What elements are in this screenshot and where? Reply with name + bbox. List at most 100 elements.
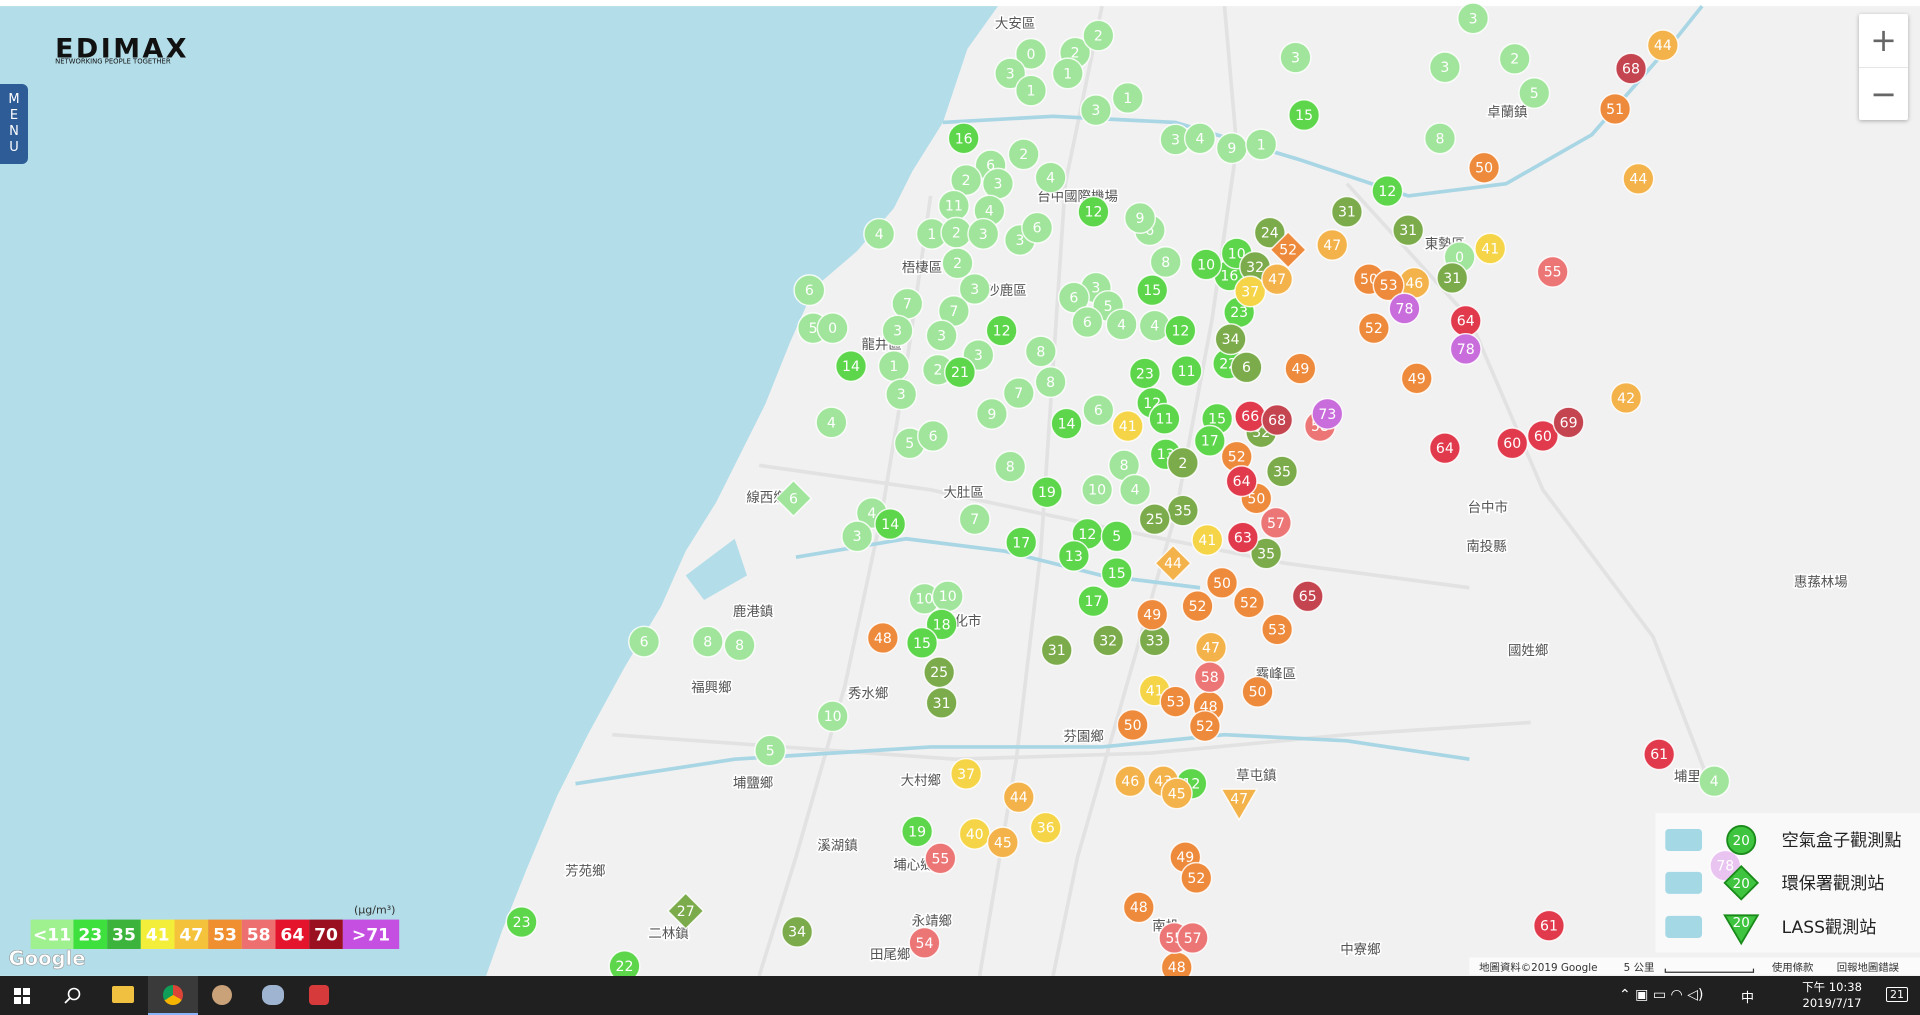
- legend-swatch: [241, 919, 276, 949]
- notifications[interactable]: 21: [1886, 987, 1908, 1002]
- marker-value: 12: [1085, 205, 1103, 221]
- marker-circle: [1180, 861, 1213, 895]
- marker-value: 45: [1168, 786, 1186, 802]
- place-label: 台中市: [1468, 499, 1508, 516]
- marker-value: 12: [1378, 184, 1396, 200]
- zoom-out[interactable]: −: [1859, 67, 1908, 121]
- marker-value: 24: [1261, 226, 1279, 242]
- marker-value: 6: [1069, 290, 1078, 306]
- marker-value: 4: [1046, 170, 1055, 186]
- marker-circle: [947, 122, 980, 155]
- marker-circle: [1311, 397, 1344, 430]
- marker-value: 1: [927, 227, 936, 243]
- scale: 5 公里: [1624, 962, 1655, 974]
- scale-bar: [1664, 968, 1755, 973]
- marker-circle: [917, 419, 950, 452]
- marker-value: 4: [875, 227, 884, 243]
- marker-value: 68: [1622, 61, 1640, 77]
- place-label: 大肚區: [943, 485, 983, 501]
- marker-value: 8: [1436, 131, 1445, 147]
- app-icon[interactable]: [262, 985, 284, 1005]
- marker-circle: [1288, 99, 1321, 132]
- marker-value: 64: [1457, 314, 1475, 330]
- attribution: 地圖資料©2019 Google 5 公里 使用條款 回報地圖錯誤: [1469, 957, 1920, 975]
- place-label: 芳苑鄉: [565, 864, 605, 880]
- marker-circle: [1726, 825, 1757, 856]
- marker-circle: [1428, 51, 1461, 84]
- marker-value: 44: [1010, 790, 1028, 806]
- date[interactable]: 2019/7/17: [1802, 996, 1862, 1010]
- marker-value: 2: [933, 363, 942, 379]
- explorer-icon[interactable]: [112, 986, 134, 1003]
- place-label: 中寮鄉: [1340, 941, 1380, 958]
- marker-circle: [901, 815, 934, 848]
- marker-circle: [1092, 624, 1125, 657]
- app-icon[interactable]: [212, 985, 232, 1005]
- app-icon[interactable]: [309, 985, 329, 1005]
- marker-circle: [1136, 274, 1169, 307]
- marker-circle: [815, 406, 848, 439]
- marker-circle: [1122, 891, 1155, 924]
- marker-circle: [1024, 335, 1057, 368]
- google-logo: Google: [9, 947, 86, 970]
- marker-value: 37: [1241, 284, 1259, 300]
- marker-value: 5: [1104, 299, 1113, 315]
- marker-value: 9: [1136, 211, 1145, 227]
- marker-circle: [1206, 566, 1239, 599]
- start-button[interactable]: [14, 988, 30, 1004]
- marker-value: 2: [953, 256, 962, 272]
- marker-circle: [1646, 29, 1679, 62]
- search[interactable]: [64, 987, 82, 1005]
- marker-value: 10: [824, 709, 842, 725]
- marker-value: 12: [993, 324, 1011, 340]
- marker-value: 18: [933, 617, 951, 633]
- marker-circle: [1526, 419, 1559, 452]
- marker-circle: [986, 826, 1019, 859]
- marker-value: 52: [1240, 595, 1258, 611]
- marker-circle: [994, 57, 1027, 90]
- marker-circle: [941, 247, 974, 280]
- zoom-in[interactable]: +: [1870, 21, 1897, 59]
- place-label: 埔里: [1674, 769, 1701, 785]
- marker-circle: [1259, 506, 1292, 539]
- marker-value: 32: [1246, 260, 1264, 276]
- marker-circle: [975, 397, 1008, 430]
- time[interactable]: 下午 10:38: [1802, 980, 1862, 994]
- terms[interactable]: 使用條款: [1772, 961, 1814, 974]
- legend-swatch: [275, 919, 310, 949]
- marker-circle: [1176, 921, 1209, 955]
- marker-circle: [1253, 216, 1286, 249]
- marker-value: 2: [1019, 147, 1028, 163]
- marker-circle: [1082, 394, 1115, 427]
- place-label: 埔心鄉: [893, 857, 933, 873]
- marker-circle: [958, 503, 991, 536]
- marker-value: 0: [1455, 250, 1464, 266]
- marker-circle: [950, 757, 983, 790]
- report[interactable]: 回報地圖錯誤: [1837, 961, 1900, 974]
- chrome-tab[interactable]: [148, 976, 198, 1015]
- marker-circle: [881, 314, 914, 347]
- marker-value: 55: [931, 851, 949, 867]
- marker-circle: [1057, 539, 1090, 572]
- sea: [0, 6, 998, 976]
- marker-value: 3: [1291, 50, 1300, 66]
- marker-circle: [950, 163, 983, 197]
- road: [758, 463, 1470, 590]
- menu-tab[interactable]: MENU: [0, 84, 28, 164]
- marker-value: 45: [994, 835, 1012, 851]
- marker-circle: [1232, 586, 1266, 619]
- place-label: 二林鎮: [648, 926, 688, 942]
- marker-value: 41: [1119, 419, 1137, 435]
- ime[interactable]: 中: [1741, 991, 1755, 1006]
- marker-value: 7: [903, 297, 912, 313]
- marker-value: 10: [1088, 483, 1106, 499]
- marker-circle: [1614, 52, 1648, 85]
- marker-triangle: [1220, 788, 1259, 822]
- marker-circle: [866, 621, 899, 655]
- marker-value: 5: [809, 321, 818, 337]
- marker-circle: [925, 608, 958, 641]
- marker-circle: [1266, 455, 1299, 488]
- marker-circle: [1138, 503, 1171, 536]
- marker-circle: [1002, 781, 1035, 814]
